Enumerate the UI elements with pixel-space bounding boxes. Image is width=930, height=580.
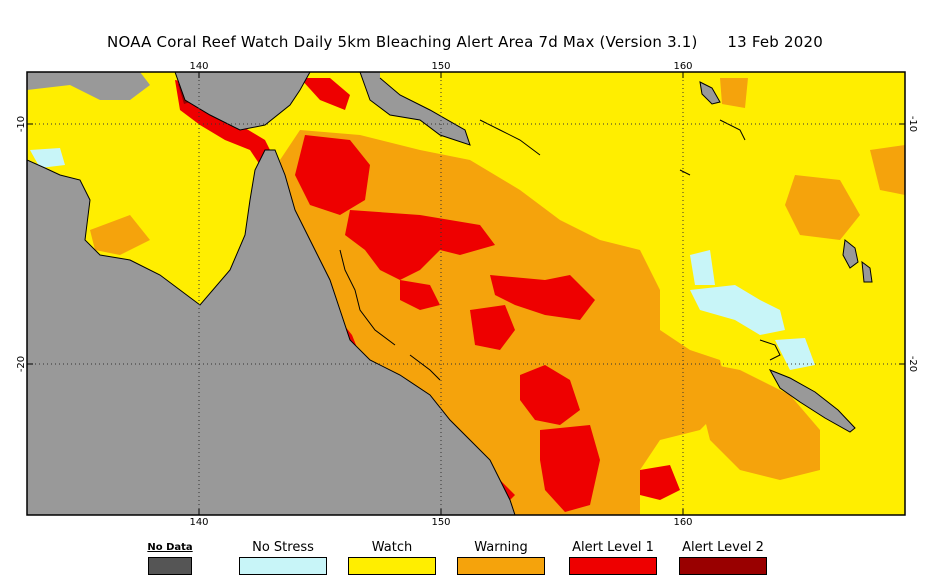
alert1-area-b [345,210,495,280]
legend-label-alert-level-1: Alert Level 1 [572,540,654,555]
new-guinea-land-west [27,72,150,100]
legend-alert-level-2: Alert Level 2 [673,540,773,575]
alert1-area-a [295,135,370,215]
lat-label-left-10: -10 [16,116,27,132]
legend-label-alert-level-2: Alert Level 2 [682,540,764,555]
axis-ticks [27,72,905,515]
lat-label-right-20: -20 [907,356,918,372]
alert1-area-g [540,425,600,512]
australia-land [27,150,515,515]
lon-label-bottom-150: 150 [431,517,450,528]
alert1-area-d [490,275,595,320]
alert1-area-coast-top [175,80,292,215]
no-stress-area-east3 [775,338,815,370]
warning-area-north [785,175,860,240]
legend-swatch-alert-level-2 [679,557,767,575]
legend-no-data: No Data [145,540,195,575]
coastlines [27,72,873,515]
map-frame [26,71,906,516]
legend-label-no-stress: No Stress [252,540,314,555]
legend-swatch-warning [457,557,545,575]
map-title: NOAA Coral Reef Watch Daily 5km Bleachin… [107,33,823,51]
lon-label-top-140: 140 [189,61,208,72]
legend-swatch-alert-level-1 [569,557,657,575]
legend-label-warning: Warning [474,540,528,555]
lon-label-top-150: 150 [431,61,450,72]
alert1-area-c [400,280,440,310]
warning-area-east [690,360,820,480]
legend-label-no-data: No Data [147,542,193,553]
lon-label-bottom-140: 140 [189,517,208,528]
alert1-area-e [470,305,515,350]
lat-label-left-20: -20 [16,356,27,372]
warning-area-gulf [90,215,150,255]
warning-area-top [720,78,748,108]
legend-warning: Warning [454,540,548,575]
alert1-area-f [520,365,580,425]
new-guinea-land [27,72,470,145]
lon-label-bottom-160: 160 [673,517,692,528]
legend-swatch-watch [348,557,436,575]
no-stress-area-east2 [690,250,715,285]
map-canvas [27,72,905,515]
alert1-area-h [640,465,680,500]
solomon-islands-land [700,82,720,104]
legend-label-watch: Watch [371,540,413,555]
legend-no-stress: No Stress [236,540,330,575]
alert1-area-coast-top2 [300,78,350,110]
new-caledonia-land [770,370,855,432]
legend-swatch-no-stress [239,557,327,575]
no-stress-area-east [690,285,785,335]
warning-area-far-east [870,145,905,195]
legend-watch: Watch [345,540,439,575]
legend-swatch-no-data [148,557,192,575]
lon-label-top-160: 160 [673,61,692,72]
no-stress-area-west [30,148,65,168]
legend-alert-level-1: Alert Level 1 [563,540,663,575]
lat-label-right-10: -10 [907,116,918,132]
vanuatu-land2 [862,262,872,282]
